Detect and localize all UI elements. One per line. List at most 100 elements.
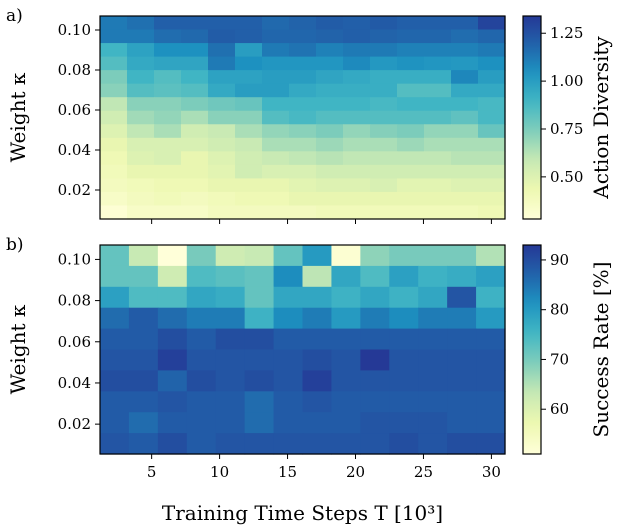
heatmap-cell xyxy=(208,43,236,58)
heatmap-cell xyxy=(100,83,128,98)
heatmap-cell xyxy=(244,286,275,309)
heatmap-cell xyxy=(343,191,371,207)
heatmap-cell xyxy=(157,349,188,371)
heatmap-cell xyxy=(424,97,452,112)
heatmap-cell xyxy=(476,328,506,351)
heatmap-cell xyxy=(186,328,217,351)
heatmap-cell xyxy=(100,43,128,58)
heatmap-cell xyxy=(478,191,506,207)
heatmap-cell xyxy=(289,191,317,207)
heatmap-cell xyxy=(244,370,275,392)
heatmap-cell xyxy=(478,205,506,220)
heatmap-cell xyxy=(186,433,217,455)
heatmap-cell xyxy=(418,412,448,434)
heatmap-cell xyxy=(289,137,317,152)
heatmap-cell xyxy=(235,124,263,139)
heatmap-cell xyxy=(273,286,304,309)
heatmap-cell xyxy=(478,178,506,193)
heatmap-cell xyxy=(127,124,155,139)
heatmap-cell xyxy=(273,433,304,455)
y-tick-label: 0.06 xyxy=(58,101,91,119)
heatmap-cell xyxy=(100,412,130,434)
heatmap-cell xyxy=(370,151,398,166)
heatmap-cell xyxy=(208,56,236,71)
heatmap-cell xyxy=(316,164,344,179)
colorbar-tick-label: 70 xyxy=(550,350,569,368)
heatmap-cell xyxy=(289,178,317,193)
heatmap-cell xyxy=(273,391,304,413)
heatmap-cell xyxy=(447,265,477,288)
heatmap-cell xyxy=(127,164,155,179)
heatmap-cell xyxy=(370,43,398,58)
y-tick-label: 0.04 xyxy=(58,374,91,392)
heatmap-cell xyxy=(154,178,182,193)
heatmap-cell xyxy=(316,16,344,31)
heatmap-cell xyxy=(447,245,477,267)
plot-frame xyxy=(99,244,506,455)
heatmap-cell xyxy=(424,164,452,179)
colorbar-label: Action Diversity xyxy=(589,36,613,200)
heatmap-cell xyxy=(289,110,317,125)
panel-frames xyxy=(99,15,542,455)
heatmap-cell xyxy=(215,265,246,288)
x-tick-label: 15 xyxy=(278,463,297,481)
heatmap-cell xyxy=(343,124,371,139)
heatmap-cell xyxy=(331,370,361,392)
heatmap-cell xyxy=(424,191,452,207)
heatmap-cell xyxy=(360,307,390,330)
heatmap-cell xyxy=(302,412,333,434)
heatmap-cell xyxy=(262,43,290,58)
heatmap-cell xyxy=(208,70,236,85)
heatmap-cell xyxy=(451,110,479,125)
heatmap-cell xyxy=(186,245,217,267)
heatmap-cell xyxy=(215,412,246,434)
heatmap-cell xyxy=(424,124,452,139)
heatmap-cell xyxy=(157,328,188,351)
heatmap-cell xyxy=(370,16,398,31)
heatmap-cell xyxy=(262,83,290,98)
heatmap-cell xyxy=(451,178,479,193)
colorbar-tick-label: 0.50 xyxy=(550,168,583,186)
heatmap-cell xyxy=(451,29,479,44)
heatmap-cell xyxy=(447,391,477,413)
heatmap-cell xyxy=(208,16,236,31)
heatmap-cell xyxy=(289,124,317,139)
heatmap-cell xyxy=(424,56,452,71)
heatmap-cell xyxy=(418,307,448,330)
heatmap-cell xyxy=(331,265,361,288)
heatmap-cell xyxy=(262,29,290,44)
heatmap-cell xyxy=(424,151,452,166)
heatmap-cell xyxy=(208,137,236,152)
heatmap-cell xyxy=(235,178,263,193)
heatmap-cell xyxy=(424,110,452,125)
heatmap-cell xyxy=(215,307,246,330)
x-tick-label: 10 xyxy=(210,463,229,481)
heatmap-cell xyxy=(127,29,155,44)
heatmap-cell xyxy=(244,349,275,371)
heatmap-cell xyxy=(360,245,390,267)
heatmap-cell xyxy=(370,83,398,98)
heatmap-cell xyxy=(424,29,452,44)
heatmap-cell xyxy=(127,70,155,85)
heatmap-cell xyxy=(154,56,182,71)
heatmap-cell xyxy=(181,56,209,71)
heatmap-cell xyxy=(476,307,506,330)
heatmap-cell xyxy=(302,391,333,413)
x-tick-label: 30 xyxy=(482,463,501,481)
colorbar-tick-label: 80 xyxy=(550,301,569,319)
heatmap-cell xyxy=(447,349,477,371)
heatmap-cell xyxy=(478,70,506,85)
y-tick-label: 0.06 xyxy=(58,333,91,351)
heatmap-cell xyxy=(370,178,398,193)
heatmap-cell xyxy=(360,370,390,392)
heatmap-cell xyxy=(154,164,182,179)
heatmap-cell xyxy=(343,29,371,44)
heatmap-cell xyxy=(100,265,130,288)
heatmap-cell xyxy=(389,265,419,288)
heatmap-cell xyxy=(186,391,217,413)
heatmap-cell xyxy=(100,433,130,455)
heatmap-cell xyxy=(100,16,128,31)
heatmap-cell xyxy=(154,29,182,44)
heatmap-cell xyxy=(476,412,506,434)
colorbar xyxy=(522,244,542,455)
